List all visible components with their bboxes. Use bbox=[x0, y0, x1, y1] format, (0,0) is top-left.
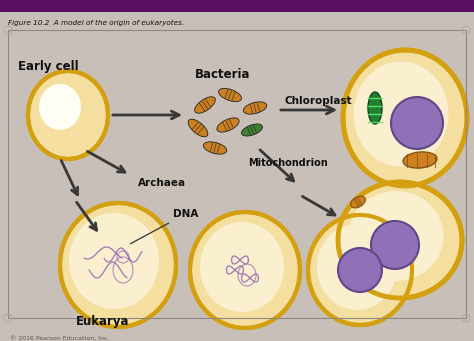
Ellipse shape bbox=[351, 196, 365, 208]
Ellipse shape bbox=[338, 182, 462, 298]
Ellipse shape bbox=[203, 142, 227, 154]
Ellipse shape bbox=[308, 215, 412, 325]
Text: Early cell: Early cell bbox=[18, 60, 79, 73]
Ellipse shape bbox=[243, 102, 267, 114]
Text: Bacteria: Bacteria bbox=[195, 68, 250, 81]
Ellipse shape bbox=[371, 221, 419, 269]
Ellipse shape bbox=[60, 203, 176, 327]
Ellipse shape bbox=[403, 152, 437, 168]
Bar bbox=[0, 0, 474, 12]
Ellipse shape bbox=[338, 248, 382, 292]
Text: Archaea: Archaea bbox=[138, 178, 186, 188]
Ellipse shape bbox=[368, 92, 382, 124]
Ellipse shape bbox=[354, 61, 448, 166]
Ellipse shape bbox=[217, 118, 239, 132]
Ellipse shape bbox=[190, 212, 300, 328]
Ellipse shape bbox=[343, 50, 467, 186]
Ellipse shape bbox=[219, 88, 241, 102]
Ellipse shape bbox=[188, 119, 208, 137]
Ellipse shape bbox=[348, 191, 444, 281]
Text: Mitochondrion: Mitochondrion bbox=[248, 158, 328, 168]
Ellipse shape bbox=[39, 84, 81, 130]
Ellipse shape bbox=[69, 213, 159, 309]
Text: © 2016 Pearson Education, Inc.: © 2016 Pearson Education, Inc. bbox=[10, 336, 109, 341]
Text: DNA: DNA bbox=[130, 209, 199, 244]
Text: Figure 10.2  A model of the origin of eukaryotes.: Figure 10.2 A model of the origin of euk… bbox=[8, 20, 184, 26]
Ellipse shape bbox=[242, 124, 263, 136]
Ellipse shape bbox=[317, 224, 397, 310]
Ellipse shape bbox=[28, 71, 108, 159]
Text: Chloroplast: Chloroplast bbox=[285, 96, 353, 106]
Ellipse shape bbox=[200, 222, 284, 312]
Text: Eukarya: Eukarya bbox=[76, 315, 129, 328]
Ellipse shape bbox=[391, 97, 443, 149]
Ellipse shape bbox=[195, 97, 215, 113]
